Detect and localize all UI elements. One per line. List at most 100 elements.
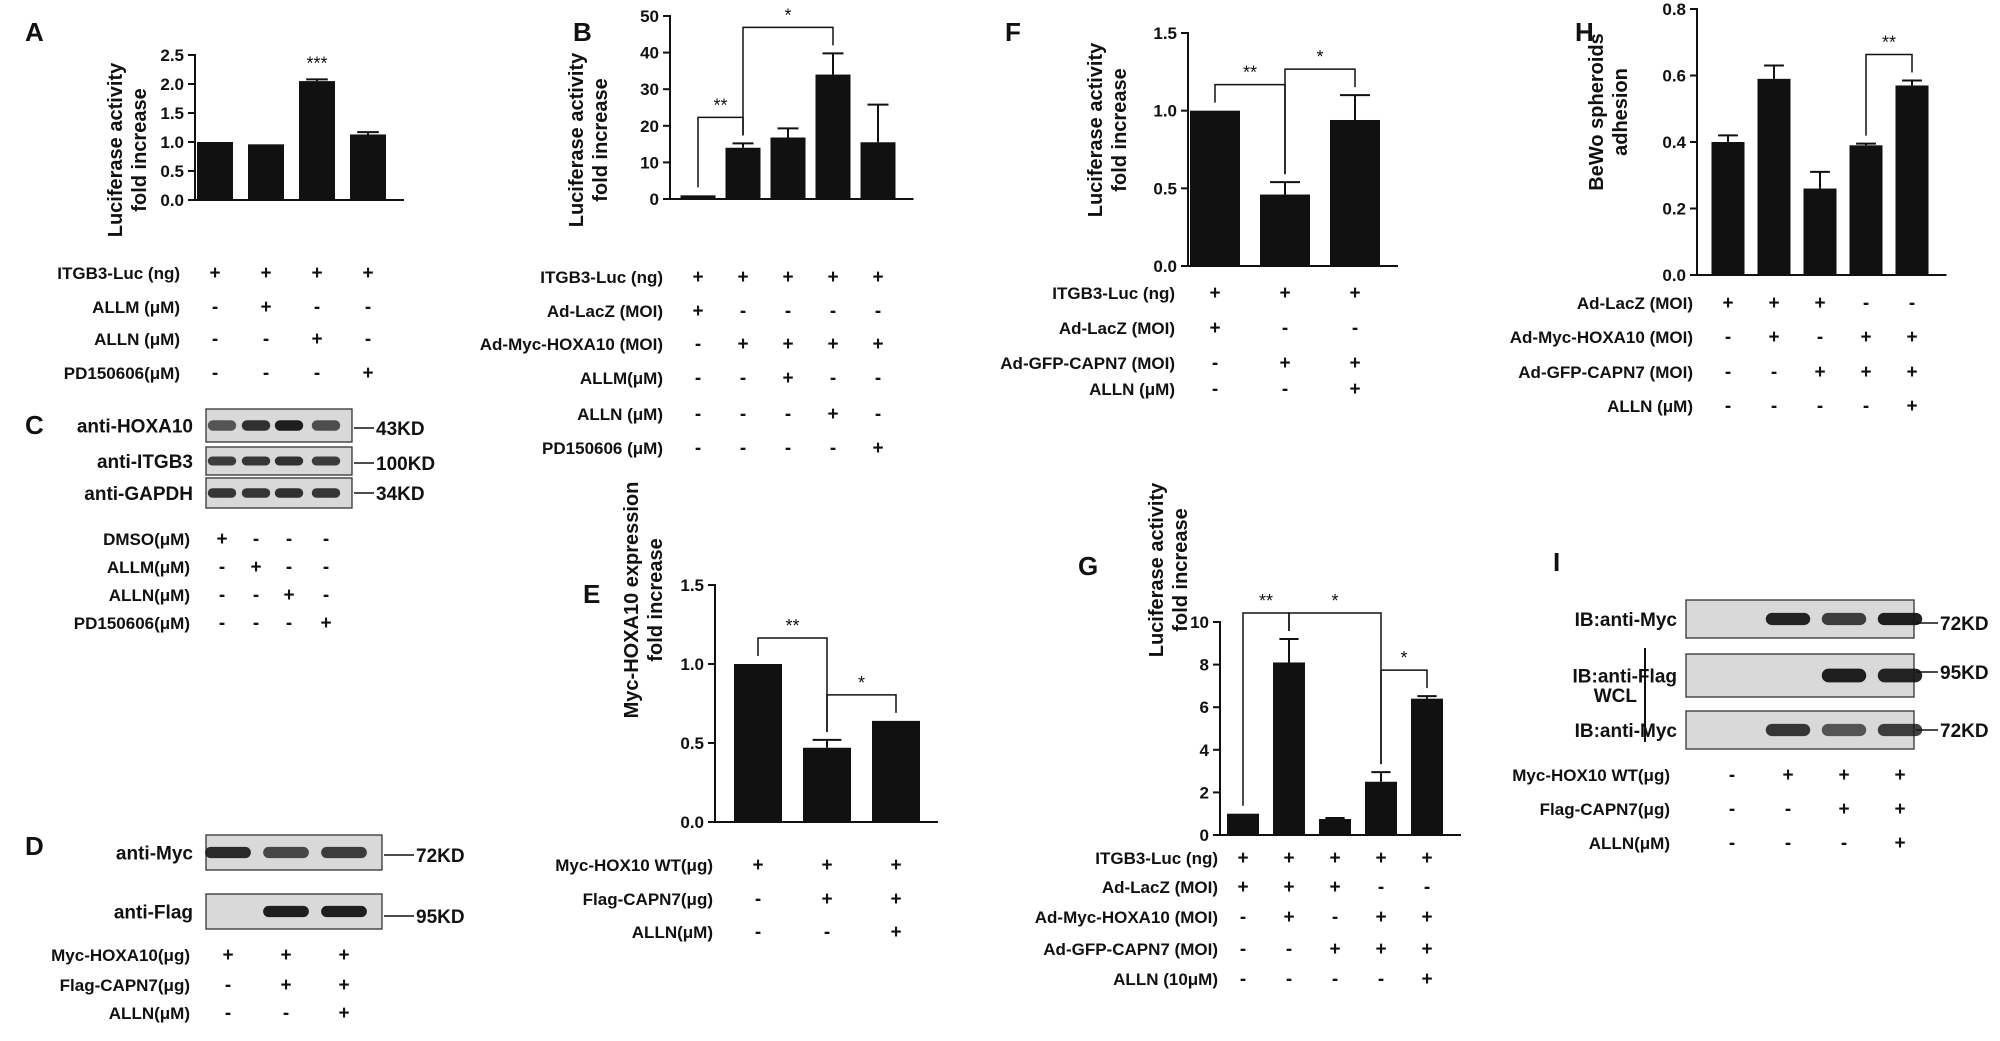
condition-mark-b-3-2: + bbox=[782, 368, 793, 389]
blot-group-label-i: WCL bbox=[1594, 686, 1638, 707]
condition-mark-g-3-4: + bbox=[1421, 939, 1432, 960]
blot-band-c-0-0 bbox=[207, 420, 237, 431]
significance-stars-e-1: * bbox=[858, 673, 865, 693]
blot-condition-mark-i-1-1: - bbox=[1785, 799, 1791, 820]
condition-mark-b-5-4: + bbox=[872, 438, 883, 459]
bar-b-2 bbox=[770, 137, 806, 199]
y-tick-label-g-2: 4 bbox=[1200, 741, 1210, 760]
y-tick-label-e-3: 1.5 bbox=[680, 576, 704, 595]
condition-mark-a-0-3: + bbox=[362, 263, 373, 284]
bar-b-0 bbox=[680, 195, 716, 199]
y-tick-label-e-0: 0.0 bbox=[680, 813, 704, 832]
y-axis-title-f-line2: fold increase bbox=[1109, 68, 1131, 191]
blot-antibody-label-i-0: IB:anti-Myc bbox=[1575, 610, 1678, 631]
blot-condition-mark-i-2-2: - bbox=[1841, 833, 1847, 854]
y-tick-label-a-2: 1.0 bbox=[160, 133, 184, 152]
condition-mark-b-4-1: - bbox=[740, 404, 746, 425]
bar-g-3 bbox=[1365, 781, 1397, 835]
condition-mark-g-3-0: - bbox=[1240, 939, 1246, 960]
blot-band-i-1-2 bbox=[1821, 668, 1867, 683]
condition-label-h-3: ALLN (μM) bbox=[1607, 397, 1693, 416]
y-axis-title-e: Myc-HOXA10 expression fold increase bbox=[621, 482, 667, 719]
y-axis-title-a: Luciferase activity fold increase bbox=[105, 62, 151, 237]
condition-mark-f-1-0: + bbox=[1209, 318, 1220, 339]
y-axis-title-h: BeWo spheroids adhesion bbox=[1586, 33, 1632, 190]
bar-a-2 bbox=[299, 81, 335, 200]
bar-charts: 0.00.51.01.52.02.5 ***ITGB3-Luc (ng) + + + +A… bbox=[57, 0, 1947, 990]
significance-stars-f-1: * bbox=[1316, 47, 1323, 67]
condition-mark-e-1-0: - bbox=[755, 889, 761, 910]
blot-condition-mark-c-2-0: - bbox=[219, 585, 225, 606]
blot-size-label-d-0: 72KD bbox=[416, 846, 465, 867]
condition-mark-g-2-2: - bbox=[1332, 907, 1338, 928]
panel-letter-h: H bbox=[1575, 17, 1594, 47]
bar-f-1 bbox=[1260, 194, 1310, 266]
condition-mark-h-3-2: - bbox=[1817, 396, 1823, 417]
blot-condition-mark-c-2-2: + bbox=[283, 585, 294, 606]
blot-band-d-0-1 bbox=[263, 846, 309, 859]
blot-condition-label-c-3: PD150606(μM) bbox=[74, 614, 190, 633]
blot-band-i-2-1 bbox=[1765, 723, 1811, 737]
condition-mark-f-1-1: - bbox=[1282, 318, 1288, 339]
condition-label-b-2: Ad-Myc-HOXA10 (MOI) bbox=[480, 335, 663, 354]
blot-size-label-i-0: 72KD bbox=[1940, 614, 1989, 635]
blot-band-d-1-2 bbox=[321, 905, 367, 918]
condition-label-a-3: PD150606(μM) bbox=[64, 364, 180, 383]
panel-letter-a: A bbox=[25, 17, 44, 47]
y-tick-label-e-1: 0.5 bbox=[680, 734, 704, 753]
panel-letter-e: E bbox=[583, 579, 600, 609]
condition-mark-h-1-2: - bbox=[1817, 327, 1823, 348]
blot-band-c-0-3 bbox=[311, 420, 341, 431]
significance-bracket-h-0 bbox=[1865, 53, 1913, 136]
condition-mark-g-1-2: + bbox=[1329, 877, 1340, 898]
blot-band-i-0-3 bbox=[1877, 612, 1923, 626]
blot-antibody-label-c-2: anti-GAPDH bbox=[84, 484, 193, 505]
blot-condition-label-d-0: Myc-HOXA10(μg) bbox=[51, 946, 190, 965]
blot-band-c-2-0 bbox=[207, 488, 237, 498]
condition-mark-h-0-4: - bbox=[1909, 293, 1915, 314]
condition-mark-g-1-3: - bbox=[1378, 877, 1384, 898]
blot-condition-mark-i-0-2: + bbox=[1838, 765, 1849, 786]
blot-condition-mark-c-0-3: - bbox=[323, 529, 329, 550]
condition-mark-h-0-3: - bbox=[1863, 293, 1869, 314]
y-tick-label-b-1: 10 bbox=[640, 153, 659, 172]
blot-band-c-1-0 bbox=[207, 456, 237, 466]
blot-condition-mark-c-3-1: - bbox=[253, 613, 259, 634]
y-tick-label-f-1: 0.5 bbox=[1153, 179, 1177, 198]
bar-e-0 bbox=[734, 664, 782, 822]
y-tick-label-e-2: 1.0 bbox=[680, 655, 704, 674]
bar-e-2 bbox=[872, 720, 920, 822]
condition-mark-b-2-2: + bbox=[782, 334, 793, 355]
blot-antibody-label-i-2: IB:anti-Myc bbox=[1575, 721, 1678, 742]
blot-band-d-1-1 bbox=[263, 905, 309, 918]
blot-condition-mark-c-3-3: + bbox=[320, 613, 331, 634]
condition-mark-b-0-0: + bbox=[692, 267, 703, 288]
blot-i: IB:anti-Myc 72KD IB:anti-Flag 95KD IB:anti-M… bbox=[1512, 599, 1989, 854]
blot-antibody-label-c-0: anti-HOXA10 bbox=[77, 417, 193, 438]
bar-g-0 bbox=[1227, 813, 1259, 835]
blot-condition-mark-i-0-1: + bbox=[1782, 765, 1793, 786]
blot-condition-mark-d-2-2: + bbox=[338, 1003, 349, 1024]
condition-mark-a-2-0: - bbox=[212, 329, 218, 350]
condition-mark-h-3-4: + bbox=[1906, 396, 1917, 417]
blot-size-label-c-2: 34KD bbox=[376, 484, 425, 505]
condition-label-a-2: ALLN (μM) bbox=[94, 330, 180, 349]
blot-band-d-0-2 bbox=[321, 846, 367, 859]
blot-condition-mark-i-0-0: - bbox=[1729, 765, 1735, 786]
condition-mark-a-3-2: - bbox=[314, 363, 320, 384]
bar-f-0 bbox=[1190, 110, 1240, 267]
condition-mark-b-0-2: + bbox=[782, 267, 793, 288]
condition-mark-a-3-1: - bbox=[263, 363, 269, 384]
condition-mark-b-1-1: - bbox=[740, 301, 746, 322]
condition-mark-g-0-4: + bbox=[1421, 848, 1432, 869]
blot-band-d-0-0 bbox=[205, 846, 251, 859]
blot-condition-label-c-0: DMSO(μM) bbox=[103, 530, 190, 549]
condition-mark-g-3-1: - bbox=[1286, 939, 1292, 960]
y-tick-label-b-3: 30 bbox=[640, 80, 659, 99]
condition-label-b-3: ALLM(μM) bbox=[580, 369, 663, 388]
y-tick-label-h-3: 0.6 bbox=[1662, 67, 1686, 86]
condition-mark-a-3-0: - bbox=[212, 363, 218, 384]
condition-mark-a-1-2: - bbox=[314, 297, 320, 318]
condition-mark-b-4-2: - bbox=[785, 404, 791, 425]
